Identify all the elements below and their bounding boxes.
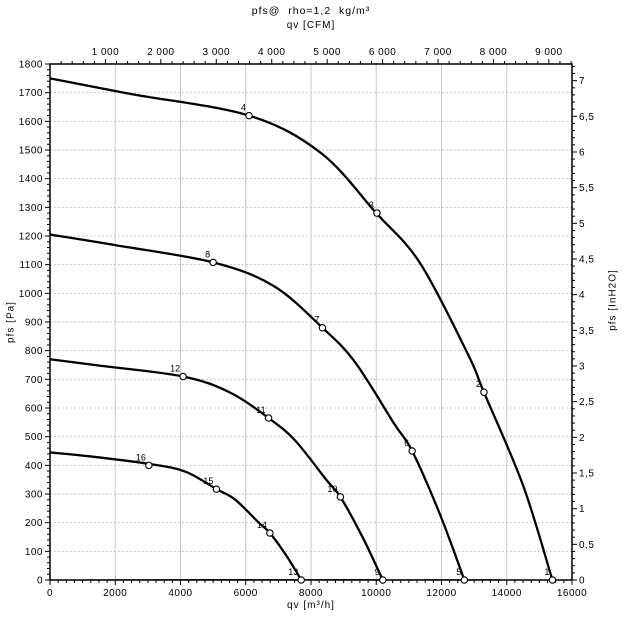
operating-point-marker: [336, 493, 345, 501]
operating-point-marker: [548, 576, 557, 584]
tick-label-left: 800: [25, 346, 43, 357]
tick-label-right: 6,5: [579, 112, 594, 123]
operating-point-marker: [318, 323, 327, 332]
tick-label-right: 7: [579, 76, 585, 87]
operating-point-label: 10: [327, 484, 337, 494]
tick-label-right: 6: [579, 147, 585, 158]
operating-point-label: 1: [544, 567, 549, 577]
tick-label-right: 1: [579, 504, 585, 515]
tick-label-right: 4,5: [579, 254, 594, 265]
operating-point-marker: [266, 529, 274, 537]
tick-label-left: 0: [37, 576, 43, 587]
tick-label-bottom: 8000: [299, 588, 323, 599]
tick-label-left: 1200: [19, 232, 43, 243]
tick-label-left: 300: [25, 490, 43, 501]
operating-point-label: 16: [136, 452, 146, 462]
tick-label-left: 400: [25, 461, 43, 472]
operating-point-marker: [264, 414, 273, 422]
operating-point-marker: [480, 388, 488, 396]
plot-border: [49, 63, 573, 581]
tick-label-left: 1400: [19, 174, 43, 185]
operating-point-label: 7: [314, 315, 319, 325]
operating-point-marker: [460, 576, 469, 584]
tick-label-top: 7 000: [424, 47, 452, 58]
operating-point-label: 2: [476, 379, 481, 389]
operating-point-label: 9: [375, 567, 380, 577]
tick-label-right: 5: [579, 219, 585, 230]
operating-point-marker: [245, 111, 253, 120]
tick-label-left: 1600: [19, 117, 43, 128]
fan-curve-speed-4: [49, 451, 303, 581]
tick-label-top: 2 000: [147, 47, 175, 58]
tick-label-left: 700: [25, 375, 43, 386]
operating-point-label: 4: [241, 103, 246, 113]
operating-point-marker: [145, 461, 153, 470]
operating-point-label: 12: [170, 363, 180, 373]
fan-curve-speed-1: [49, 77, 554, 581]
tick-label-right: 2: [579, 433, 585, 444]
tick-label-top: 8 000: [480, 47, 508, 58]
operating-point-label: 11: [256, 405, 265, 415]
operating-point-marker: [408, 447, 416, 455]
operating-point-marker: [297, 576, 305, 584]
operating-point-marker: [379, 576, 387, 584]
tick-label-bottom: 16000: [557, 588, 587, 599]
tick-label-right: 1,5: [579, 468, 594, 479]
operating-point-label: 15: [203, 476, 213, 486]
right-axis-label: pfs [InH2O]: [607, 269, 619, 331]
tick-label-top: 3 000: [203, 47, 231, 58]
operating-point-label: 14: [257, 520, 267, 530]
tick-label-right: 0,5: [579, 540, 594, 551]
tick-label-top: 6 000: [369, 47, 397, 58]
tick-label-left: 1300: [19, 203, 43, 214]
tick-label-top: 9 000: [535, 47, 563, 58]
tick-label-bottom: 0: [47, 588, 53, 599]
tick-label-left: 1500: [19, 146, 43, 157]
tick-label-right: 3,5: [579, 326, 594, 337]
operating-point-label: 6: [404, 438, 409, 448]
tick-label-bottom: 2000: [103, 588, 127, 599]
operating-point-label: 13: [288, 567, 298, 577]
tick-label-top: 1 000: [92, 47, 120, 58]
tick-label-right: 0: [579, 576, 585, 587]
tick-label-left: 100: [25, 547, 43, 558]
operating-point-label: 8: [205, 249, 210, 259]
tick-label-bottom: 12000: [426, 588, 456, 599]
tick-label-left: 1800: [19, 60, 43, 71]
tick-label-left: 1000: [19, 289, 43, 300]
operating-point-label: 3: [369, 200, 374, 210]
operating-point-marker: [179, 372, 187, 381]
tick-label-right: 3: [579, 361, 585, 372]
chart-title: pfs@ rho=1,2 kg/m³: [251, 5, 371, 17]
tick-label-bottom: 4000: [168, 588, 192, 599]
tick-label-right: 4: [579, 290, 585, 301]
operating-point-marker: [209, 258, 217, 267]
tick-label-right: 2,5: [579, 397, 594, 408]
tick-label-bottom: 14000: [492, 588, 522, 599]
tick-label-left: 200: [25, 518, 43, 529]
operating-point-marker: [373, 209, 381, 217]
tick-label-left: 1700: [19, 88, 43, 99]
fan-curve-speed-2: [49, 233, 466, 581]
bottom-axis-label: qv [m³/h]: [287, 600, 335, 611]
operating-point-marker: [212, 485, 221, 493]
tick-label-top: 5 000: [313, 47, 341, 58]
tick-label-left: 1100: [19, 260, 43, 271]
fan-curve-speed-3: [49, 358, 384, 581]
tick-label-right: 5,5: [579, 183, 594, 194]
left-axis-label: pfs [Pa]: [5, 301, 17, 343]
top-axis-label: qv [CFM]: [286, 20, 336, 31]
tick-label-left: 500: [25, 432, 43, 443]
tick-label-left: 900: [25, 318, 43, 329]
tick-label-bottom: 10000: [361, 588, 391, 599]
tick-label-bottom: 6000: [234, 588, 258, 599]
operating-point-label: 5: [456, 567, 461, 577]
tick-label-top: 4 000: [258, 47, 286, 58]
tick-label-left: 600: [25, 404, 43, 415]
